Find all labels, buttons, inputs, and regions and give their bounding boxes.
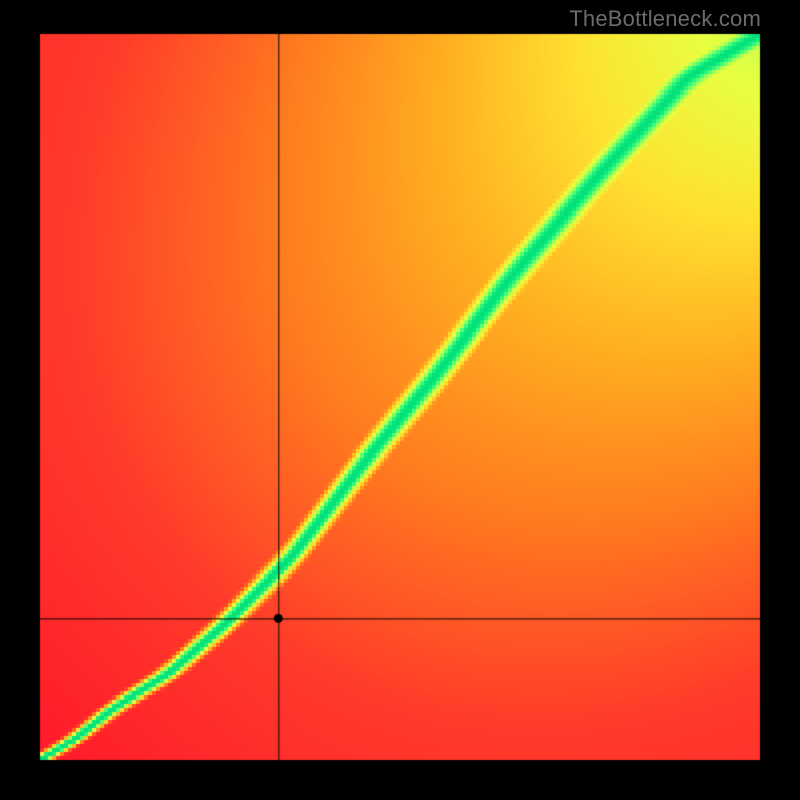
watermark-text: TheBottleneck.com [569,6,761,32]
chart-container: TheBottleneck.com [0,0,800,800]
bottleneck-heatmap [0,0,800,800]
